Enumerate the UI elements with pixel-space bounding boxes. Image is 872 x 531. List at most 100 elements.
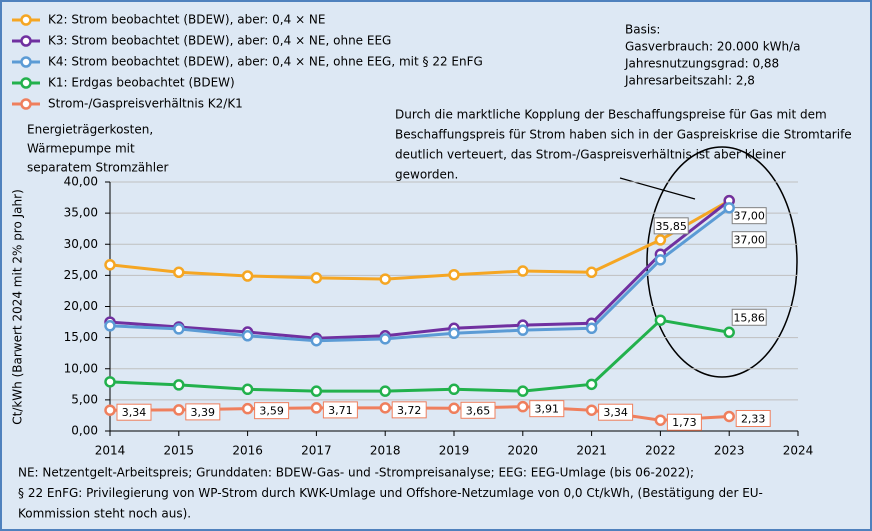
data-point: [173, 404, 185, 416]
y-tick-label: 10,00: [64, 361, 98, 375]
value-label-box: [731, 308, 767, 326]
basis-note: Jahresarbeitszahl: 2,8: [624, 74, 755, 88]
data-point: [723, 410, 735, 423]
basis-note: Gasverbrauch: 20.000 kWh/a: [625, 40, 801, 54]
y-tick-label: 5,00: [71, 392, 98, 406]
y-tick-label: 20,00: [64, 299, 98, 313]
data-point: [241, 330, 254, 342]
x-tick-label: 2016: [232, 444, 263, 458]
data-point: [104, 259, 116, 271]
data-point: [173, 379, 185, 391]
value-label-box: [116, 403, 152, 421]
value-label: 3,91: [535, 403, 560, 416]
data-point: [241, 402, 254, 415]
legend-marker: [20, 98, 32, 110]
data-point: [104, 320, 116, 332]
data-point: [517, 400, 529, 413]
value-label: 3,34: [603, 406, 628, 419]
y-tick-label: 0,00: [71, 424, 98, 438]
value-label: 37,00: [733, 210, 765, 223]
x-tick-label: 2022: [645, 444, 676, 458]
series-line: [109, 206, 731, 343]
data-point: [448, 402, 460, 415]
x-tick-label: 2015: [164, 444, 195, 458]
value-label-box: [254, 402, 290, 420]
value-label-box: [731, 207, 767, 225]
data-point: [585, 266, 598, 279]
x-tick-label: 2024: [783, 444, 814, 458]
data-point: [379, 402, 391, 414]
data-point: [654, 234, 667, 246]
annotation: geworden.: [395, 168, 458, 182]
value-label: 35,85: [655, 220, 687, 233]
value-label-box: [666, 413, 702, 431]
value-label: 3,39: [191, 406, 216, 419]
value-label-box: [322, 401, 358, 419]
data-point: [241, 383, 254, 396]
y-tick-label: 25,00: [64, 268, 98, 282]
legend-label: K4: Strom beobachtet (BDEW), aber: 0,4 ×…: [48, 55, 483, 69]
basis-note: Jahresnutzungsgrad: 0,88: [624, 57, 779, 71]
value-label: 3,34: [122, 406, 147, 419]
x-tick-label: 2018: [370, 444, 401, 458]
value-label: 15,86: [733, 311, 765, 324]
footnote: § 22 EnFG: Privilegierung von WP-Strom d…: [18, 486, 763, 500]
value-label-box: [529, 400, 565, 418]
data-point: [173, 266, 185, 279]
data-point: [517, 385, 529, 397]
data-point: [723, 326, 735, 339]
data-point: [654, 314, 667, 326]
value-label-box: [653, 217, 689, 235]
data-point: [517, 324, 529, 336]
data-point: [585, 404, 598, 416]
data-point: [173, 323, 185, 335]
x-tick-label: 2023: [714, 444, 745, 458]
value-label: 3,72: [397, 404, 422, 417]
data-point: [448, 383, 460, 396]
value-label-box: [185, 403, 221, 421]
basis-note: Basis:: [625, 23, 660, 37]
value-label: 3,65: [466, 404, 491, 417]
data-point: [654, 414, 667, 426]
legend-marker: [20, 14, 32, 26]
footnote: NE: Netzentgelt-Arbeitspreis; Grunddaten…: [18, 466, 694, 480]
value-label-box: [460, 401, 496, 419]
legend-marker: [20, 56, 32, 68]
footnote: Kommission steht noch aus).: [18, 507, 191, 521]
value-label: 1,73: [672, 416, 697, 429]
heading: Energieträgerkosten,: [27, 123, 153, 137]
x-tick-label: 2019: [439, 444, 470, 458]
data-point: [310, 334, 323, 347]
series-line: [109, 199, 730, 281]
x-tick-label: 2020: [508, 444, 539, 458]
x-tick-label: 2021: [576, 444, 607, 458]
value-label: 37,00: [733, 234, 765, 247]
data-point: [448, 269, 460, 281]
value-label-box: [735, 409, 771, 427]
value-label: 3,59: [259, 405, 284, 418]
heading: Wärmepumpe mit: [27, 142, 135, 156]
legend-label: K2: Strom beobachtet (BDEW), aber: 0,4 ×…: [48, 13, 326, 27]
value-label-box: [391, 401, 427, 419]
data-point: [104, 376, 116, 388]
value-label: 3,71: [328, 404, 353, 417]
data-point: [104, 404, 116, 416]
data-point: [310, 385, 323, 397]
annotation: Durch die marktliche Kopplung der Bescha…: [395, 108, 827, 122]
y-axis-label: Ct/kWh (Barwert 2024 mit 2% pro Jahr): [11, 189, 25, 425]
highlight-ellipse: [646, 146, 798, 378]
y-tick-label: 30,00: [64, 237, 98, 251]
data-point: [241, 270, 254, 282]
annotation: deutlich verteuert, das Strom-/Gaspreisv…: [395, 148, 786, 162]
data-point: [723, 202, 735, 214]
data-point: [654, 254, 667, 266]
annotation: Beschaffungspreis für Strom haben sich i…: [395, 128, 852, 142]
legend-label: K1: Erdgas beobachtet (BDEW): [48, 76, 235, 90]
value-label: 2,33: [741, 412, 766, 425]
series-line: [109, 199, 731, 340]
legend-label: Strom-/Gaspreisverhältnis K2/K1: [48, 97, 243, 111]
y-tick-label: 15,00: [64, 330, 98, 344]
